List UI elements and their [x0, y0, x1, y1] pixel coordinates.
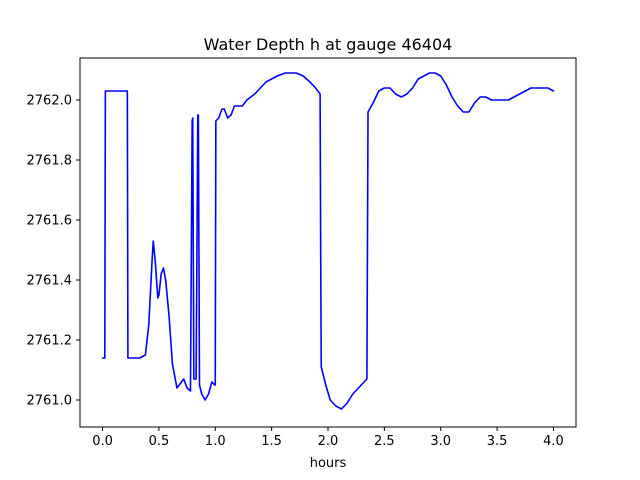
x-tick-label: 0.0	[92, 434, 113, 449]
y-tick-label: 2761.4	[27, 274, 73, 289]
x-tick-label: 1.5	[261, 434, 282, 449]
y-tick-label: 2761.0	[27, 394, 73, 409]
x-tick-label: 0.5	[149, 434, 170, 449]
series-line-0	[101, 72, 555, 410]
x-tick-label: 1.0	[205, 434, 226, 449]
axes: 0.0 0.5 1.0 1.5 2.0 2.5 3.0 3.5 4.0 2761.0 2761.2 2…	[27, 57, 577, 449]
chart-title: Water Depth h at gauge 46404	[204, 35, 453, 54]
y-tick-label: 2761.8	[27, 154, 73, 169]
x-tick-label: 2.0	[318, 434, 339, 449]
y-tick-label: 2762.0	[27, 94, 73, 109]
plot-area	[101, 72, 555, 410]
x-tick-label: 2.5	[374, 434, 395, 449]
y-tick-label: 2761.6	[27, 214, 73, 229]
x-tick-label: 4.0	[543, 434, 564, 449]
x-axis-label: hours	[310, 456, 347, 471]
x-tick-label: 3.5	[487, 434, 508, 449]
x-tick-label: 3.0	[430, 434, 451, 449]
y-tick-label: 2761.2	[27, 334, 73, 349]
